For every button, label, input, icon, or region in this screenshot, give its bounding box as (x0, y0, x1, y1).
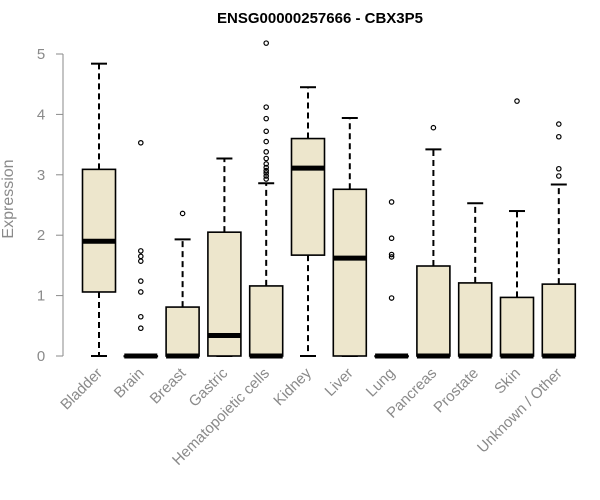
x-tick-label: Bladder (57, 365, 106, 414)
outlier-point (138, 258, 144, 264)
outlier-point (388, 235, 395, 242)
box-bladder (81, 62, 117, 357)
box-iqr (165, 306, 200, 357)
outlier-point (263, 164, 270, 171)
outlier-point (263, 170, 270, 176)
outlier-point (555, 121, 562, 127)
box-iqr (81, 168, 117, 293)
box-gastric (207, 157, 242, 357)
outlier-point (555, 165, 562, 172)
outlier-point (555, 173, 562, 179)
box-breast (165, 210, 200, 359)
outlier-point (263, 40, 270, 46)
box-pancreas (416, 124, 451, 359)
y-tick-label: 4 (37, 106, 45, 123)
outlier-point (263, 104, 270, 110)
x-tick-label: Prostate (430, 365, 482, 417)
box-lung (374, 199, 409, 359)
box-brain (123, 139, 159, 359)
outlier-point (388, 295, 395, 301)
y-tick-label: 5 (37, 46, 45, 63)
outlier-point (388, 199, 395, 205)
outlier-point (138, 289, 144, 295)
x-tick-label: Brain (111, 365, 148, 402)
box-iqr (457, 282, 493, 357)
box-prostate (457, 202, 493, 359)
y-tick-label: 0 (37, 348, 45, 365)
x-tick-label: Liver (322, 365, 357, 400)
boxes (81, 40, 577, 359)
x-tick-label: Breast (147, 364, 190, 407)
outlier-point (263, 176, 270, 182)
box-iqr (416, 265, 451, 357)
outlier-point (263, 173, 270, 179)
y-tick-label: 2 (37, 227, 45, 244)
outlier-point (263, 115, 270, 122)
outlier-point (138, 139, 144, 146)
outlier-point (263, 167, 270, 174)
box-iqr (332, 188, 368, 357)
outlier-point (263, 138, 270, 145)
x-tick-label: Kidney (270, 364, 315, 409)
box-liver (332, 117, 368, 357)
outlier-point (430, 124, 437, 131)
x-tick-label: Skin (491, 365, 524, 398)
outlier-point (179, 210, 186, 217)
y-axis-label: Expression (0, 159, 17, 238)
box-iqr (290, 137, 326, 256)
box-iqr (499, 296, 535, 357)
y-axis: 0 1 2 3 4 5 (37, 46, 64, 365)
outlier-point (138, 278, 144, 284)
outlier-point (263, 155, 270, 162)
y-tick-label: 3 (37, 167, 45, 184)
outlier-point (555, 133, 562, 140)
outlier-point (138, 253, 144, 260)
box-skin (499, 98, 535, 359)
outlier-point (263, 149, 270, 155)
box-hematopoietic-cells (248, 40, 284, 359)
outlier-point (514, 98, 520, 104)
chart-title: ENSG00000257666 - CBX3P5 (217, 10, 423, 27)
outlier-point (138, 325, 144, 332)
outlier-point (388, 251, 395, 258)
box-kidney (290, 86, 326, 357)
x-tick-label: Lung (363, 365, 399, 401)
box-iqr (541, 283, 577, 357)
box-iqr (248, 285, 284, 357)
outlier-point (138, 248, 144, 254)
y-tick-label: 1 (37, 288, 45, 305)
box-unknown-other (541, 121, 577, 359)
outlier-point (263, 128, 270, 135)
outlier-point (388, 254, 395, 260)
outlier-point (138, 313, 144, 320)
outlier-point (263, 161, 270, 167)
